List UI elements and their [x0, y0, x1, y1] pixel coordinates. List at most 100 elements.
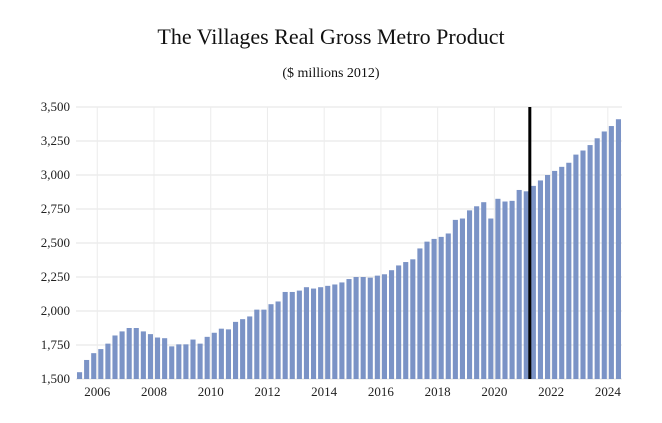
- y-tick-label: 1,500: [41, 371, 70, 386]
- x-tick-label: 2016: [368, 384, 395, 399]
- bar: [374, 275, 380, 379]
- bar: [495, 198, 501, 379]
- bar: [98, 349, 104, 379]
- bar: [84, 359, 90, 379]
- bar: [424, 241, 430, 379]
- bar: [140, 331, 146, 379]
- bar: [296, 290, 302, 379]
- bar: [431, 238, 437, 379]
- bar: [381, 274, 388, 379]
- x-axis-ticks: 2006 2008 2010 2012 2014 2016 2018 2020 2022 2024: [84, 384, 621, 399]
- bar: [459, 218, 466, 379]
- bar: [573, 154, 579, 379]
- bar: [608, 126, 614, 379]
- bar: [488, 218, 494, 379]
- bar: [474, 206, 480, 379]
- bar: [346, 279, 352, 379]
- bar: [559, 166, 565, 379]
- bar: [530, 185, 536, 379]
- chart-subtitle: ($ millions 2012): [282, 66, 380, 81]
- y-tick-label: 3,000: [41, 167, 70, 182]
- y-tick-label: 3,250: [41, 133, 70, 148]
- bar: [240, 319, 246, 379]
- bar: [289, 291, 295, 379]
- bar: [537, 180, 544, 379]
- x-tick-label: 2018: [425, 384, 451, 399]
- bar: [162, 338, 168, 379]
- bar: [615, 119, 622, 380]
- bar: [438, 236, 444, 379]
- bar: [254, 309, 260, 379]
- bar: [594, 138, 600, 379]
- bar: [197, 343, 203, 379]
- bar: [225, 329, 232, 379]
- bars: [76, 119, 622, 380]
- bar: [587, 145, 593, 379]
- x-tick-label: 2022: [538, 384, 564, 399]
- bar: [76, 372, 83, 379]
- bar: [580, 150, 586, 379]
- bar: [204, 336, 210, 379]
- x-tick-label: 2024: [595, 384, 622, 399]
- bar: [303, 287, 310, 379]
- bar: [552, 170, 558, 379]
- y-tick-label: 2,750: [41, 201, 70, 216]
- x-tick-label: 2008: [141, 384, 167, 399]
- bar: [332, 284, 338, 379]
- bar: [516, 189, 522, 379]
- bar: [133, 328, 139, 379]
- bar: [176, 344, 182, 379]
- bar: [452, 219, 458, 379]
- y-tick-label: 2,500: [41, 235, 70, 250]
- bar: [396, 265, 402, 379]
- bar: [105, 343, 111, 379]
- bar: [183, 344, 189, 379]
- bar: [119, 331, 125, 379]
- y-axis-ticks: 3,500 3,250 3,000 2,750 2,500 2,250 2,000 1,750…: [41, 99, 70, 386]
- bar: [417, 248, 423, 379]
- y-tick-label: 2,250: [41, 269, 70, 284]
- bar: [566, 162, 572, 379]
- bar: [353, 277, 359, 379]
- bar: [211, 332, 217, 379]
- bar: [318, 287, 324, 379]
- bar: [445, 233, 451, 379]
- bar: [360, 277, 366, 379]
- y-tick-label: 3,500: [41, 99, 70, 114]
- chart-title: The Villages Real Gross Metro Product: [157, 24, 505, 49]
- y-tick-label: 2,000: [41, 303, 70, 318]
- bar: [190, 339, 196, 379]
- bar: [502, 201, 508, 379]
- y-tick-label: 1,750: [41, 337, 70, 352]
- bar: [523, 191, 529, 379]
- x-tick-label: 2012: [254, 384, 280, 399]
- bar: [261, 309, 267, 379]
- bar: [268, 304, 274, 379]
- bar: [466, 210, 473, 379]
- bar: [275, 301, 281, 379]
- bar: [126, 328, 132, 379]
- bar: [410, 259, 416, 379]
- bar: [169, 346, 175, 379]
- bar: [601, 131, 607, 379]
- bar: [218, 328, 224, 379]
- bar: [282, 291, 288, 379]
- bar: [247, 316, 253, 379]
- bar: [544, 175, 551, 379]
- bar: [325, 285, 331, 379]
- x-tick-label: 2020: [481, 384, 507, 399]
- x-tick-label: 2006: [84, 384, 111, 399]
- bar: [232, 321, 239, 379]
- bar: [310, 288, 317, 379]
- bar: [509, 200, 515, 379]
- bar: [481, 202, 487, 379]
- bar: [339, 282, 345, 379]
- bar: [147, 334, 154, 379]
- bar: [367, 277, 373, 379]
- bar: [154, 337, 161, 379]
- bar: [91, 353, 97, 379]
- x-tick-label: 2010: [198, 384, 224, 399]
- bar: [388, 270, 395, 379]
- x-tick-label: 2014: [311, 384, 338, 399]
